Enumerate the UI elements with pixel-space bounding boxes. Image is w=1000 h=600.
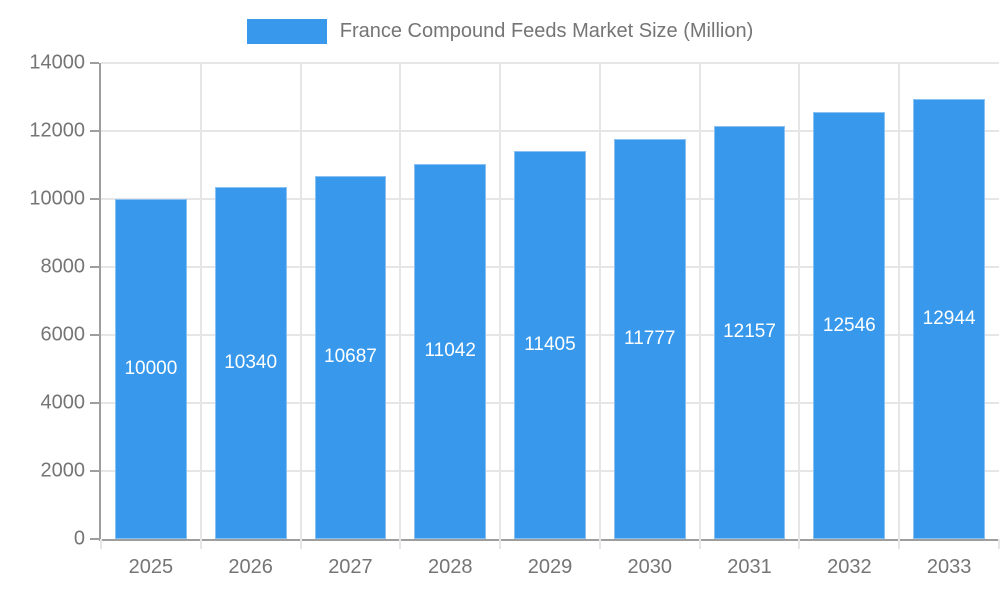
bar-value-label: 10340 bbox=[224, 352, 278, 374]
y-axis-tick-mark bbox=[90, 198, 99, 200]
bar-value-label: 11777 bbox=[624, 327, 676, 349]
y-axis-tick-mark bbox=[90, 402, 99, 404]
plot-area: 10000 10340 10687 11042 11405 11777 12157 12546… bbox=[99, 62, 999, 541]
v-gridline bbox=[598, 63, 601, 539]
bar-value-label: 11405 bbox=[524, 334, 576, 356]
bar-2026: 10340 bbox=[214, 187, 287, 539]
x-axis-tick-label: 2029 bbox=[527, 556, 573, 578]
y-axis-tick-label: 12000 bbox=[29, 119, 85, 142]
x-axis-tick-mark bbox=[698, 539, 701, 549]
y-axis-tick-label: 6000 bbox=[40, 323, 86, 346]
y-axis-tick-label: 8000 bbox=[40, 255, 86, 278]
bar-2033: 12944 bbox=[913, 98, 986, 539]
bar-value-label: 10000 bbox=[124, 358, 178, 379]
x-axis-tick-label: 2031 bbox=[727, 556, 772, 578]
x-axis-line bbox=[99, 539, 999, 541]
y-axis-tick-label: 2000 bbox=[40, 459, 86, 482]
x-axis-tick-label: 2026 bbox=[228, 556, 273, 578]
legend-label: France Compound Feeds Market Size (Milli… bbox=[339, 19, 754, 42]
bar-2029: 11405 bbox=[514, 151, 586, 539]
bar-2028: 11042 bbox=[414, 163, 487, 539]
bar-value-label: 12157 bbox=[723, 321, 776, 343]
bar-value-label: 11042 bbox=[424, 340, 476, 362]
y-axis-line bbox=[99, 63, 101, 539]
v-gridline bbox=[299, 63, 302, 539]
y-axis-tick-label: 14000 bbox=[29, 51, 85, 74]
v-gridline bbox=[499, 63, 502, 539]
bar-2031: 12157 bbox=[713, 125, 786, 539]
x-axis-tick-mark bbox=[998, 539, 1000, 549]
legend: France Compound Feeds Market Size (Milli… bbox=[0, 17, 1000, 45]
x-axis-tick-mark bbox=[499, 539, 502, 549]
bar-2030: 11777 bbox=[613, 138, 686, 539]
bar-value-label: 12944 bbox=[922, 307, 976, 329]
v-gridline bbox=[798, 63, 801, 539]
bar-2025: 10000 bbox=[114, 199, 187, 539]
x-axis-tick-label: 2030 bbox=[627, 556, 673, 578]
y-axis-tick-mark bbox=[90, 538, 99, 540]
x-axis-tick-label: 2027 bbox=[328, 556, 373, 578]
v-gridline bbox=[399, 63, 402, 539]
v-gridline bbox=[199, 63, 202, 539]
x-axis-tick-mark bbox=[100, 539, 102, 549]
x-axis-tick-mark bbox=[399, 539, 402, 549]
y-axis-tick-label: 4000 bbox=[40, 391, 86, 414]
x-axis-tick-mark bbox=[299, 539, 302, 549]
v-gridline bbox=[898, 63, 901, 539]
y-axis-tick-mark bbox=[90, 266, 99, 268]
x-axis-tick-label: 2025 bbox=[128, 556, 174, 578]
y-axis-tick-label: 0 bbox=[73, 527, 85, 550]
x-axis-tick-label: 2032 bbox=[827, 556, 872, 578]
x-axis-tick-label: 2028 bbox=[427, 556, 473, 578]
h-gridline bbox=[101, 130, 999, 132]
y-axis-tick-label: 10000 bbox=[29, 187, 85, 210]
bar-2027: 10687 bbox=[314, 175, 387, 539]
y-axis-tick-mark bbox=[90, 62, 99, 64]
v-gridline bbox=[698, 63, 701, 539]
x-axis-tick-mark bbox=[199, 539, 202, 549]
legend-swatch bbox=[246, 18, 327, 44]
x-axis-tick-label: 2033 bbox=[926, 556, 972, 578]
bar-value-label: 12546 bbox=[822, 314, 876, 336]
y-axis-tick-mark bbox=[90, 470, 99, 472]
y-axis-tick-mark bbox=[90, 130, 99, 132]
x-axis-tick-mark bbox=[898, 539, 901, 549]
y-axis-tick-mark bbox=[90, 334, 99, 336]
x-axis-tick-mark bbox=[598, 539, 601, 549]
x-axis-tick-mark bbox=[798, 539, 801, 549]
h-gridline bbox=[101, 62, 999, 64]
bar-2032: 12546 bbox=[813, 112, 886, 539]
bar-value-label: 10687 bbox=[324, 346, 377, 368]
